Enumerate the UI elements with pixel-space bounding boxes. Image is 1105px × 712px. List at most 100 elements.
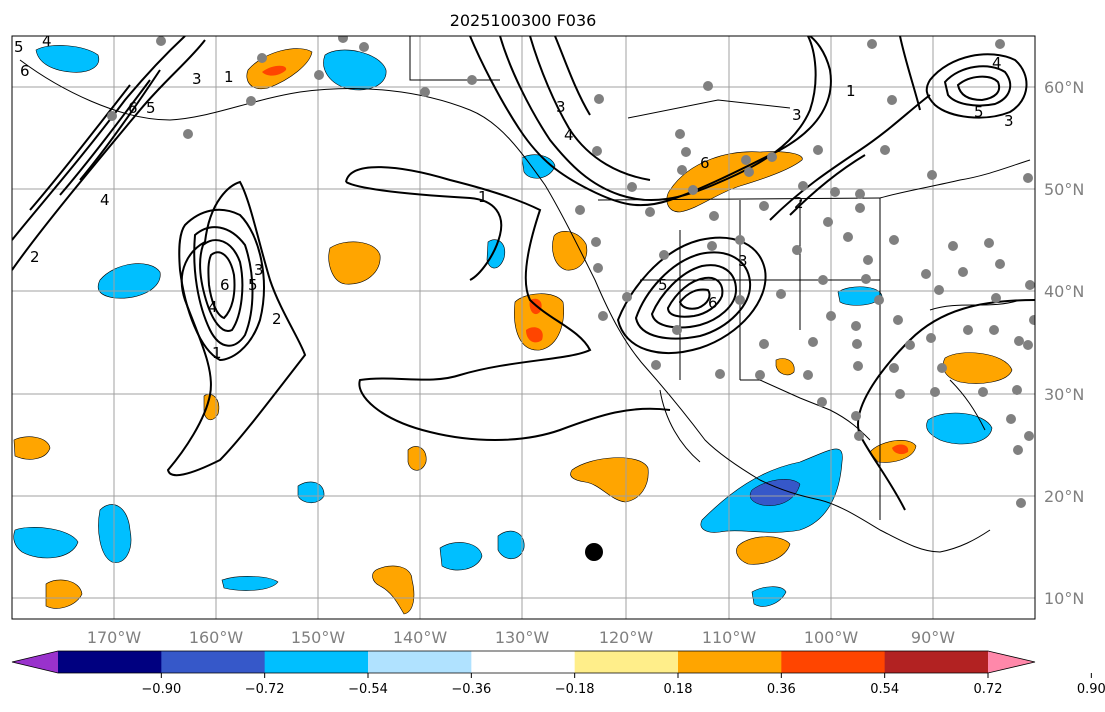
contour-label: 2 <box>272 310 282 328</box>
lon-label: 170°W <box>87 628 142 647</box>
contour-labels: 2 4 6 5 3 1 4 6 5 1 2 4 5 3 6 1 3 4 6 2 <box>14 36 1014 362</box>
lon-label: 90°W <box>911 628 955 647</box>
anomaly-blob-positive <box>666 151 803 213</box>
anomaly-blob-positive <box>45 579 83 609</box>
contour-label: 5 <box>14 38 24 56</box>
anomaly-blob-negative <box>297 481 325 504</box>
lat-label: 50°N <box>1044 180 1084 199</box>
colorbar-segment <box>781 651 886 673</box>
lat-label: 10°N <box>1044 589 1084 608</box>
anomaly-blob-negative <box>486 239 506 269</box>
contour-label: 3 <box>556 98 566 116</box>
colorbar-segment <box>471 651 576 673</box>
anomaly-blob-negative <box>439 542 483 571</box>
contour-label: 4 <box>100 191 110 209</box>
contour-label: 5 <box>974 103 984 121</box>
colorbar-tick-label: 0.54 <box>870 682 899 697</box>
anomaly-blob-negative <box>221 576 279 591</box>
figure-title: 2025100300 F036 <box>450 11 597 30</box>
anomaly-blob-positive <box>775 358 795 376</box>
coastlines <box>19 36 1031 553</box>
anomaly-blob-positive <box>942 352 1013 384</box>
anomaly-blob-negative <box>35 45 100 73</box>
lon-label: 100°W <box>804 628 859 647</box>
hurricane-marker <box>585 543 603 561</box>
contour-label: 5 <box>146 99 156 117</box>
contour-label: 3 <box>738 252 748 270</box>
colorbar-tick-label: 0.72 <box>974 682 1003 697</box>
contour-label: 6 <box>220 276 230 294</box>
contour-label: 4 <box>992 54 1002 72</box>
station-markers <box>107 36 1035 508</box>
contour-label: 1 <box>212 344 222 362</box>
anomaly-blob-positive <box>570 457 649 503</box>
lon-label: 110°W <box>702 628 757 647</box>
contour-label: 4 <box>564 126 574 144</box>
contour-label: 6 <box>700 154 710 172</box>
latitude-labels: 60°N 50°N 40°N 30°N 20°N 10°N <box>1044 78 1084 608</box>
contour-label: 1 <box>846 82 856 100</box>
lat-label: 60°N <box>1044 78 1084 97</box>
contours <box>12 36 1035 511</box>
colorbar-tick-label: −0.72 <box>245 682 285 697</box>
lon-label: 130°W <box>495 628 550 647</box>
colorbar-tick-label: 0.90 <box>1077 682 1105 697</box>
contour-label: 5 <box>658 276 668 294</box>
lon-label: 120°W <box>599 628 654 647</box>
colorbar-extend-min <box>12 651 58 673</box>
anomaly-blob-negative <box>497 530 525 560</box>
contour-label: 3 <box>254 261 264 279</box>
lon-label: 150°W <box>291 628 346 647</box>
colorbar-segment <box>161 651 266 673</box>
colorbar-tick-label: −0.36 <box>451 682 491 697</box>
colorbar-extend-max <box>988 651 1035 673</box>
anomaly-blob-positive <box>13 436 51 460</box>
anomaly-blob-positive <box>372 565 415 615</box>
contour-label: 6 <box>708 294 718 312</box>
colorbar-outline <box>11 650 1036 674</box>
contour-label: 5 <box>248 276 258 294</box>
contour-label: 6 <box>128 99 138 117</box>
anomaly-shading <box>13 45 1013 615</box>
colorbar-tick-label: −0.54 <box>348 682 388 697</box>
contour-label: 1 <box>224 68 234 86</box>
anomaly-blob-positive <box>552 231 588 271</box>
anomaly-blob-negative <box>13 527 79 559</box>
anomaly-blob-negative <box>926 412 993 445</box>
colorbar-segment <box>368 651 472 673</box>
colorbar-tick-label: −0.18 <box>555 682 595 697</box>
anomaly-blob-positive <box>514 293 564 351</box>
colorbar-segment <box>678 651 782 673</box>
contour-label: 3 <box>792 106 802 124</box>
colorbar: −0.90 −0.72 −0.54 −0.36 −0.18 0.18 0.36 0.54 0.7… <box>11 650 1105 697</box>
map-frame <box>11 35 1036 620</box>
contour-label: 1 <box>478 188 488 206</box>
colorbar-segment <box>264 651 369 673</box>
colorbar-tick-label: 0.36 <box>767 682 796 697</box>
contour-label: 4 <box>208 298 218 316</box>
lat-label: 40°N <box>1044 282 1084 301</box>
anomaly-blob-positive-strong <box>892 444 909 455</box>
anomaly-blob-negative <box>751 586 787 607</box>
map-panel: 2 4 6 5 3 1 4 6 5 1 2 4 5 3 6 1 3 4 6 2 <box>11 35 1036 620</box>
anomaly-blob-positive <box>736 536 791 565</box>
contour-label: 3 <box>1004 112 1014 130</box>
anomaly-blob-positive-strong <box>526 298 543 343</box>
colorbar-segment <box>884 651 989 673</box>
colorbar-segment <box>58 651 162 673</box>
colorbar-tick-label: −0.90 <box>141 682 181 697</box>
anomaly-blob-positive <box>328 241 381 285</box>
anomaly-blob-negative-strong <box>749 479 801 506</box>
lat-label: 30°N <box>1044 385 1084 404</box>
anomaly-blob-positive <box>407 446 427 471</box>
lon-label: 160°W <box>189 628 244 647</box>
colorbar-segment <box>574 651 679 673</box>
longitude-labels: 170°W 160°W 150°W 140°W 130°W 120°W 110°… <box>87 628 955 647</box>
lat-label: 20°N <box>1044 487 1084 506</box>
colorbar-tick-label: 0.18 <box>664 682 693 697</box>
contour-label: 3 <box>192 70 202 88</box>
anomaly-blob-negative <box>98 504 132 563</box>
contour-label: 2 <box>794 194 804 212</box>
anomaly-blob-positive-strong <box>262 65 287 76</box>
